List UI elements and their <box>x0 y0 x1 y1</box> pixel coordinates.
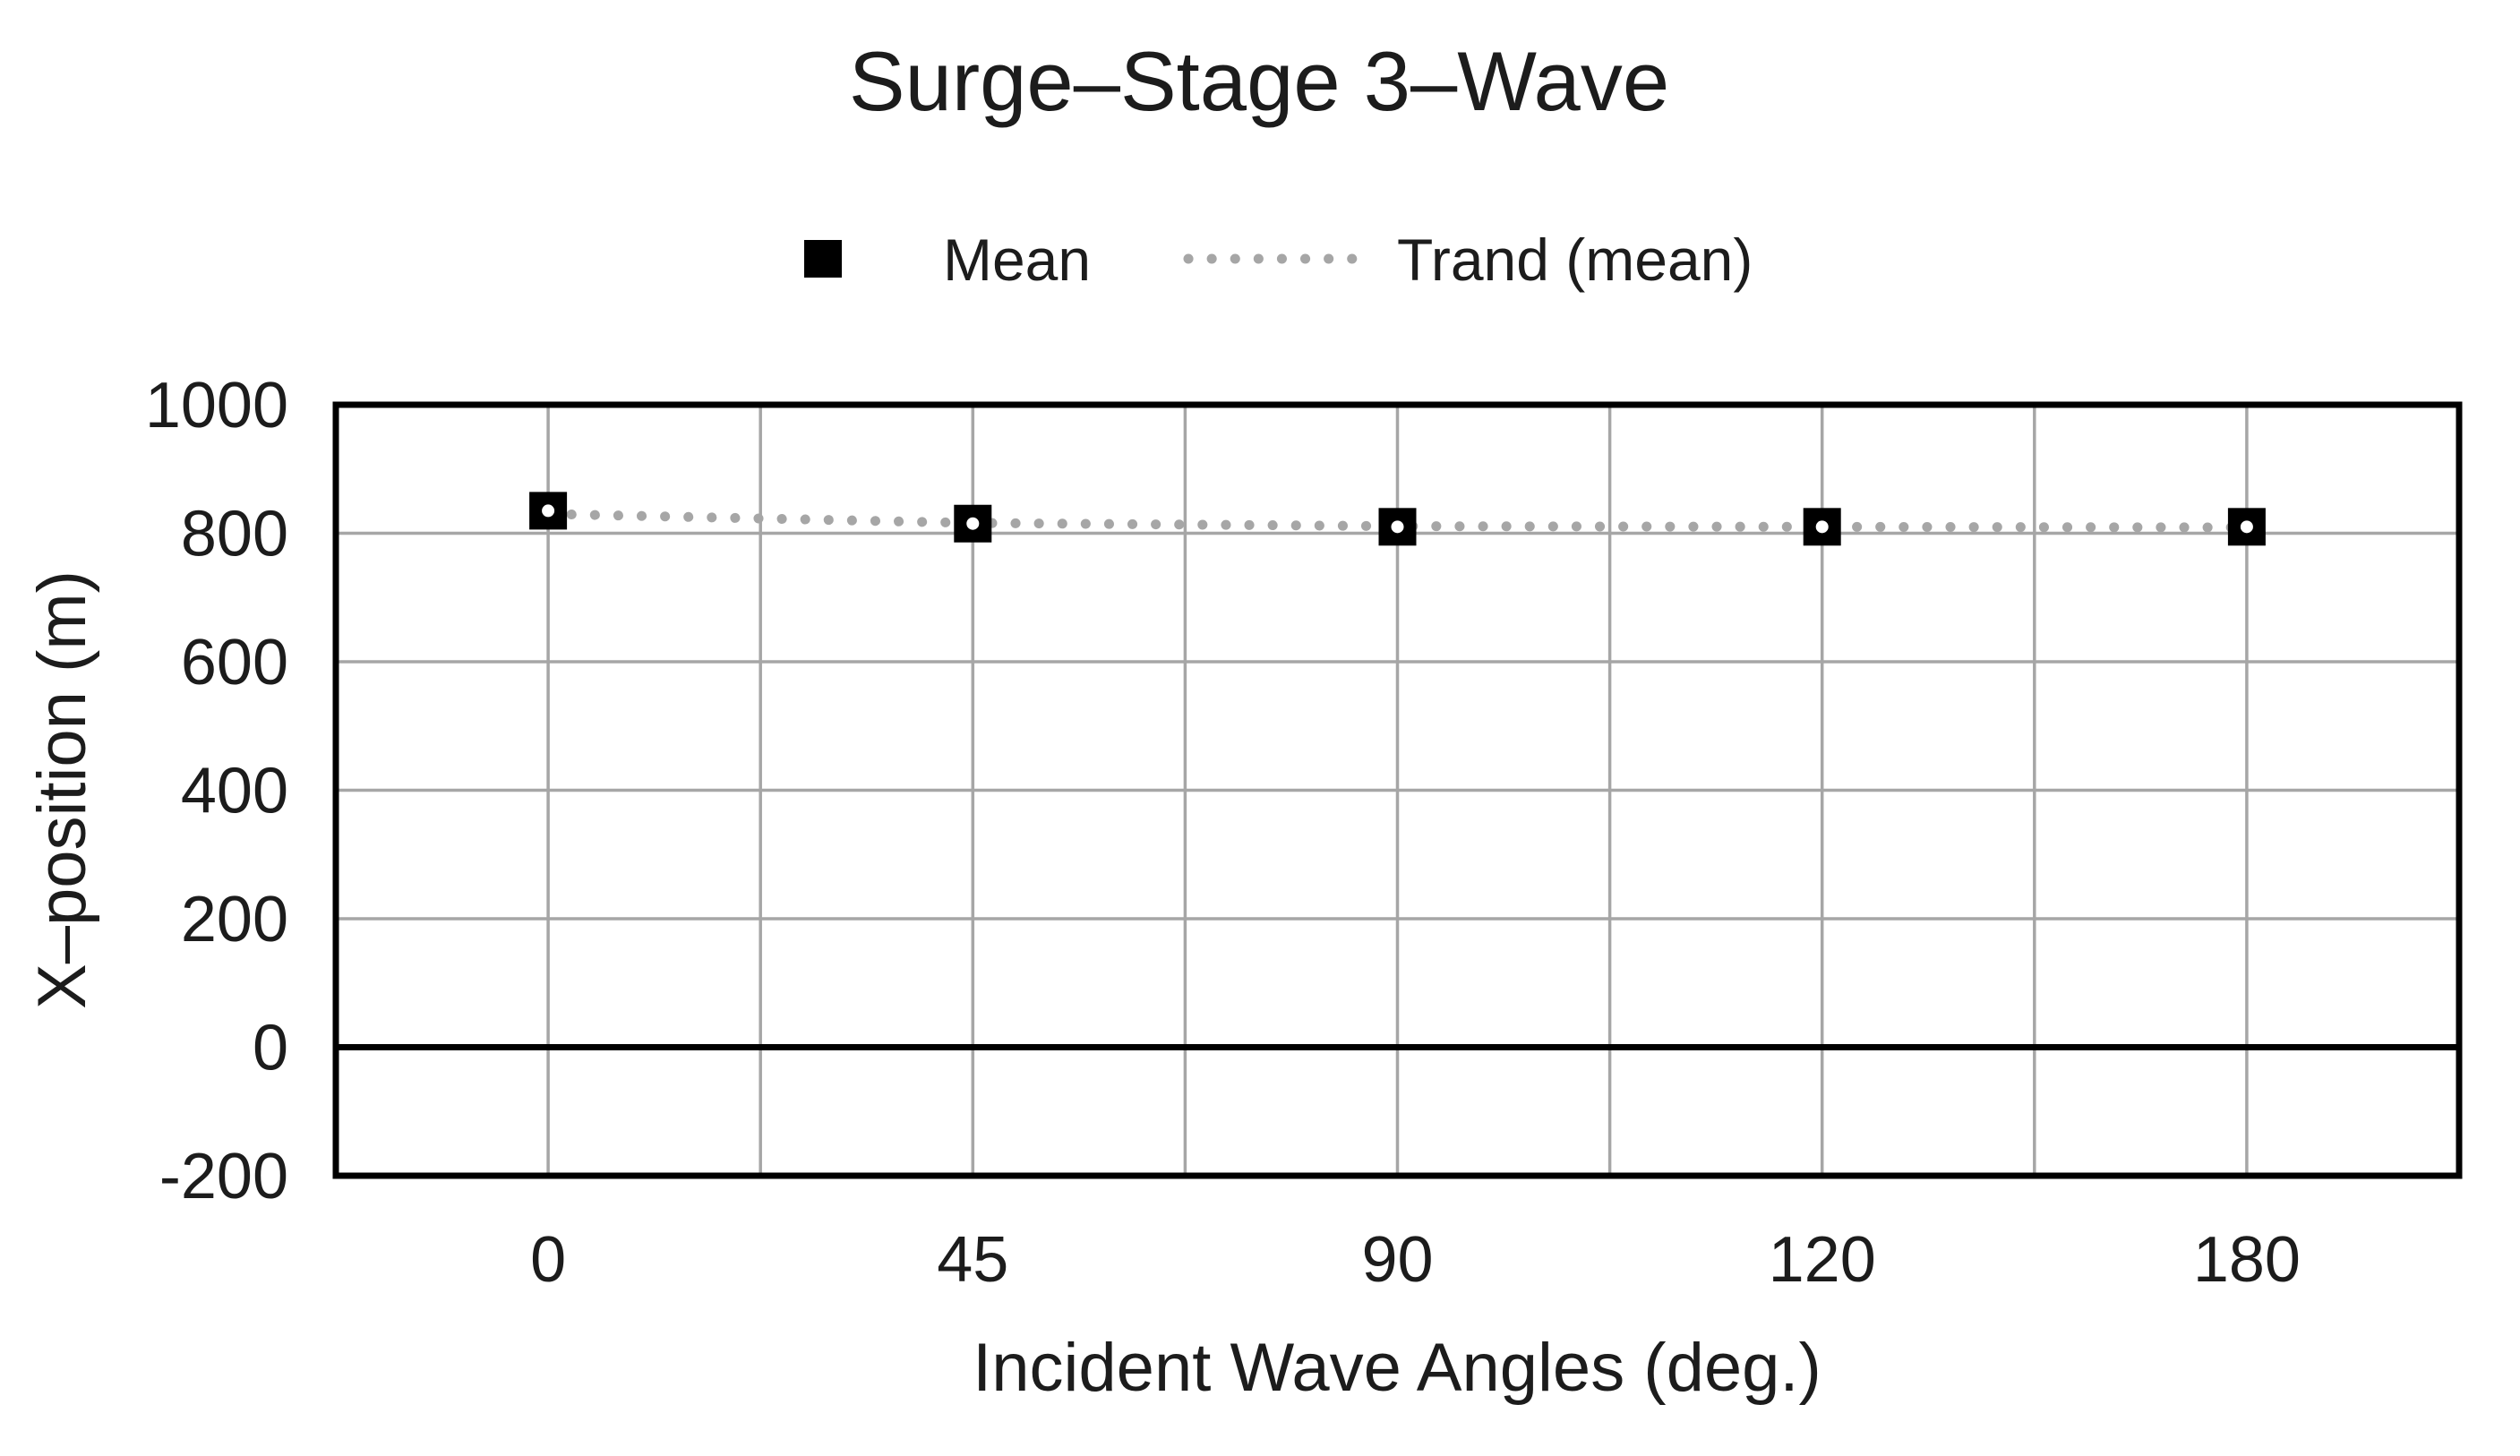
y-tick-label: 400 <box>181 756 288 827</box>
legend: Mean Trand (mean) <box>804 227 1753 293</box>
x-tick-labels: 0 45 90 120 180 <box>530 1224 2301 1296</box>
legend-mean-marker-icon <box>804 240 842 278</box>
y-tick-label: 0 <box>253 1013 288 1084</box>
y-tick-label: 800 <box>181 499 288 570</box>
x-tick-label: 90 <box>1361 1224 1433 1296</box>
legend-trend-label: Trand (mean) <box>1397 227 1753 293</box>
y-axis-title: X–position (m) <box>24 570 100 1009</box>
y-tick-label: 600 <box>181 627 288 698</box>
x-tick-label: 180 <box>2193 1224 2301 1296</box>
chart-title: Surge–Stage 3–Wave <box>849 34 1669 128</box>
y-tick-label: 1000 <box>145 370 288 441</box>
mean-marker-dot <box>1815 520 1829 534</box>
trend-series <box>543 509 2252 533</box>
mean-marker-dot <box>1391 520 1404 534</box>
plot-border <box>332 401 2463 1179</box>
y-tick-labels: 1000 800 600 400 200 0 -200 <box>145 370 288 1212</box>
y-tick-label: -200 <box>159 1141 288 1212</box>
x-tick-label: 0 <box>530 1224 566 1296</box>
mean-marker-dot <box>542 504 555 518</box>
mean-series <box>529 492 2266 546</box>
x-tick-label: 120 <box>1769 1224 1876 1296</box>
x-axis-title: Incident Wave Angles (deg.) <box>973 1330 1821 1406</box>
x-tick-label: 45 <box>937 1224 1008 1296</box>
legend-mean-label: Mean <box>943 227 1091 293</box>
plot-area <box>332 401 2463 1179</box>
mean-marker-dot <box>966 517 980 530</box>
y-tick-label: 200 <box>181 884 288 955</box>
mean-marker-dot <box>2240 520 2253 534</box>
trend-line <box>543 509 2252 533</box>
